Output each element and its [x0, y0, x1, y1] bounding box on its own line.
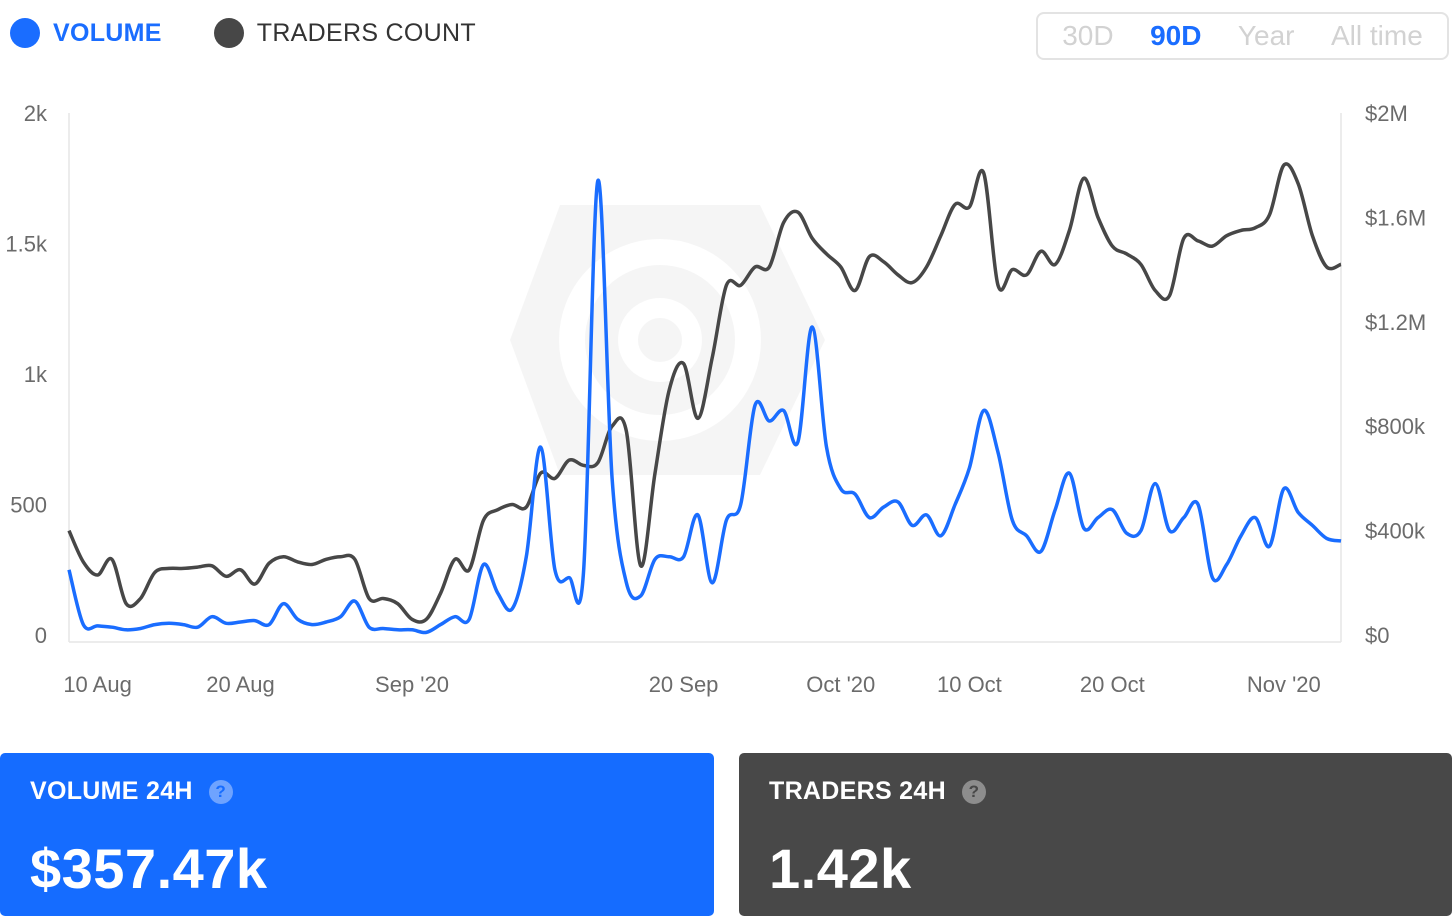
left-tick-label: 2k	[24, 101, 48, 126]
right-tick-label: $1.2M	[1365, 310, 1426, 335]
question-circle-icon[interactable]: ?	[208, 779, 233, 804]
x-tick-label: 20 Sep	[649, 672, 719, 697]
volume-24h-label-row: VOLUME 24H ?	[30, 777, 233, 806]
right-tick-label: $800k	[1365, 414, 1426, 439]
x-tick-label: Oct '20	[806, 672, 875, 697]
x-tick-label: 20 Aug	[206, 672, 275, 697]
legend-volume[interactable]: VOLUME	[10, 18, 162, 48]
left-tick-label: 1.5k	[5, 232, 48, 257]
x-tick-label: Nov '20	[1247, 672, 1321, 697]
volume-24h-value: $357.47k	[30, 837, 268, 900]
period-year[interactable]: Year	[1237, 20, 1295, 51]
volume-dot-icon	[10, 18, 40, 48]
volume-line	[67, 178, 1342, 635]
x-tick-label: 10 Oct	[937, 672, 1002, 697]
x-tick-label: Sep '20	[375, 672, 449, 697]
left-tick-label: 0	[35, 623, 47, 648]
period-selector: 30D 90D Year All time	[1036, 12, 1449, 60]
traders-24h-label-row: TRADERS 24H ?	[769, 777, 986, 806]
right-tick-label: $2M	[1365, 101, 1408, 126]
traders-24h-label: TRADERS 24H	[769, 777, 946, 805]
left-axis-ticks: 0 500 1k 1.5k 2k	[5, 101, 48, 648]
volume-24h-label: VOLUME 24H	[30, 777, 193, 805]
right-axis-ticks: $0 $400k $800k $1.2M $1.6M $2M	[1365, 101, 1426, 648]
legend-volume-label: VOLUME	[53, 18, 162, 47]
x-tick-label: 10 Aug	[63, 672, 132, 697]
left-tick-label: 500	[10, 493, 47, 518]
x-axis-ticks: 10 Aug 20 Aug Sep '20 20 Sep Oct '20 10 Oct 20…	[63, 672, 1320, 697]
traders-24h-value: 1.42k	[769, 837, 912, 900]
volume-24h-card: VOLUME 24H ? $357.47k	[0, 753, 714, 916]
chart-legend: VOLUME TRADERS COUNT	[10, 18, 528, 48]
x-tick-label: 20 Oct	[1080, 672, 1145, 697]
right-tick-label: $1.6M	[1365, 205, 1426, 230]
traders-count-line	[67, 162, 1342, 624]
period-all-time[interactable]: All time	[1330, 20, 1423, 51]
right-tick-label: $400k	[1365, 519, 1426, 544]
left-tick-label: 1k	[24, 362, 48, 387]
traders-dot-icon	[213, 18, 244, 48]
traders-24h-card: TRADERS 24H ? 1.42k	[739, 753, 1452, 916]
period-90d[interactable]: 90D	[1150, 20, 1202, 51]
volume-traders-chart: 0 500 1k 1.5k 2k $0 $400k $800k $1.2M $1.6M $2M 1…	[5, 101, 1426, 697]
period-30d[interactable]: 30D	[1062, 20, 1114, 51]
question-circle-icon[interactable]: ?	[961, 779, 986, 804]
right-tick-label: $0	[1365, 623, 1389, 648]
legend-traders[interactable]: TRADERS COUNT	[213, 18, 476, 48]
legend-traders-label: TRADERS COUNT	[256, 18, 476, 47]
